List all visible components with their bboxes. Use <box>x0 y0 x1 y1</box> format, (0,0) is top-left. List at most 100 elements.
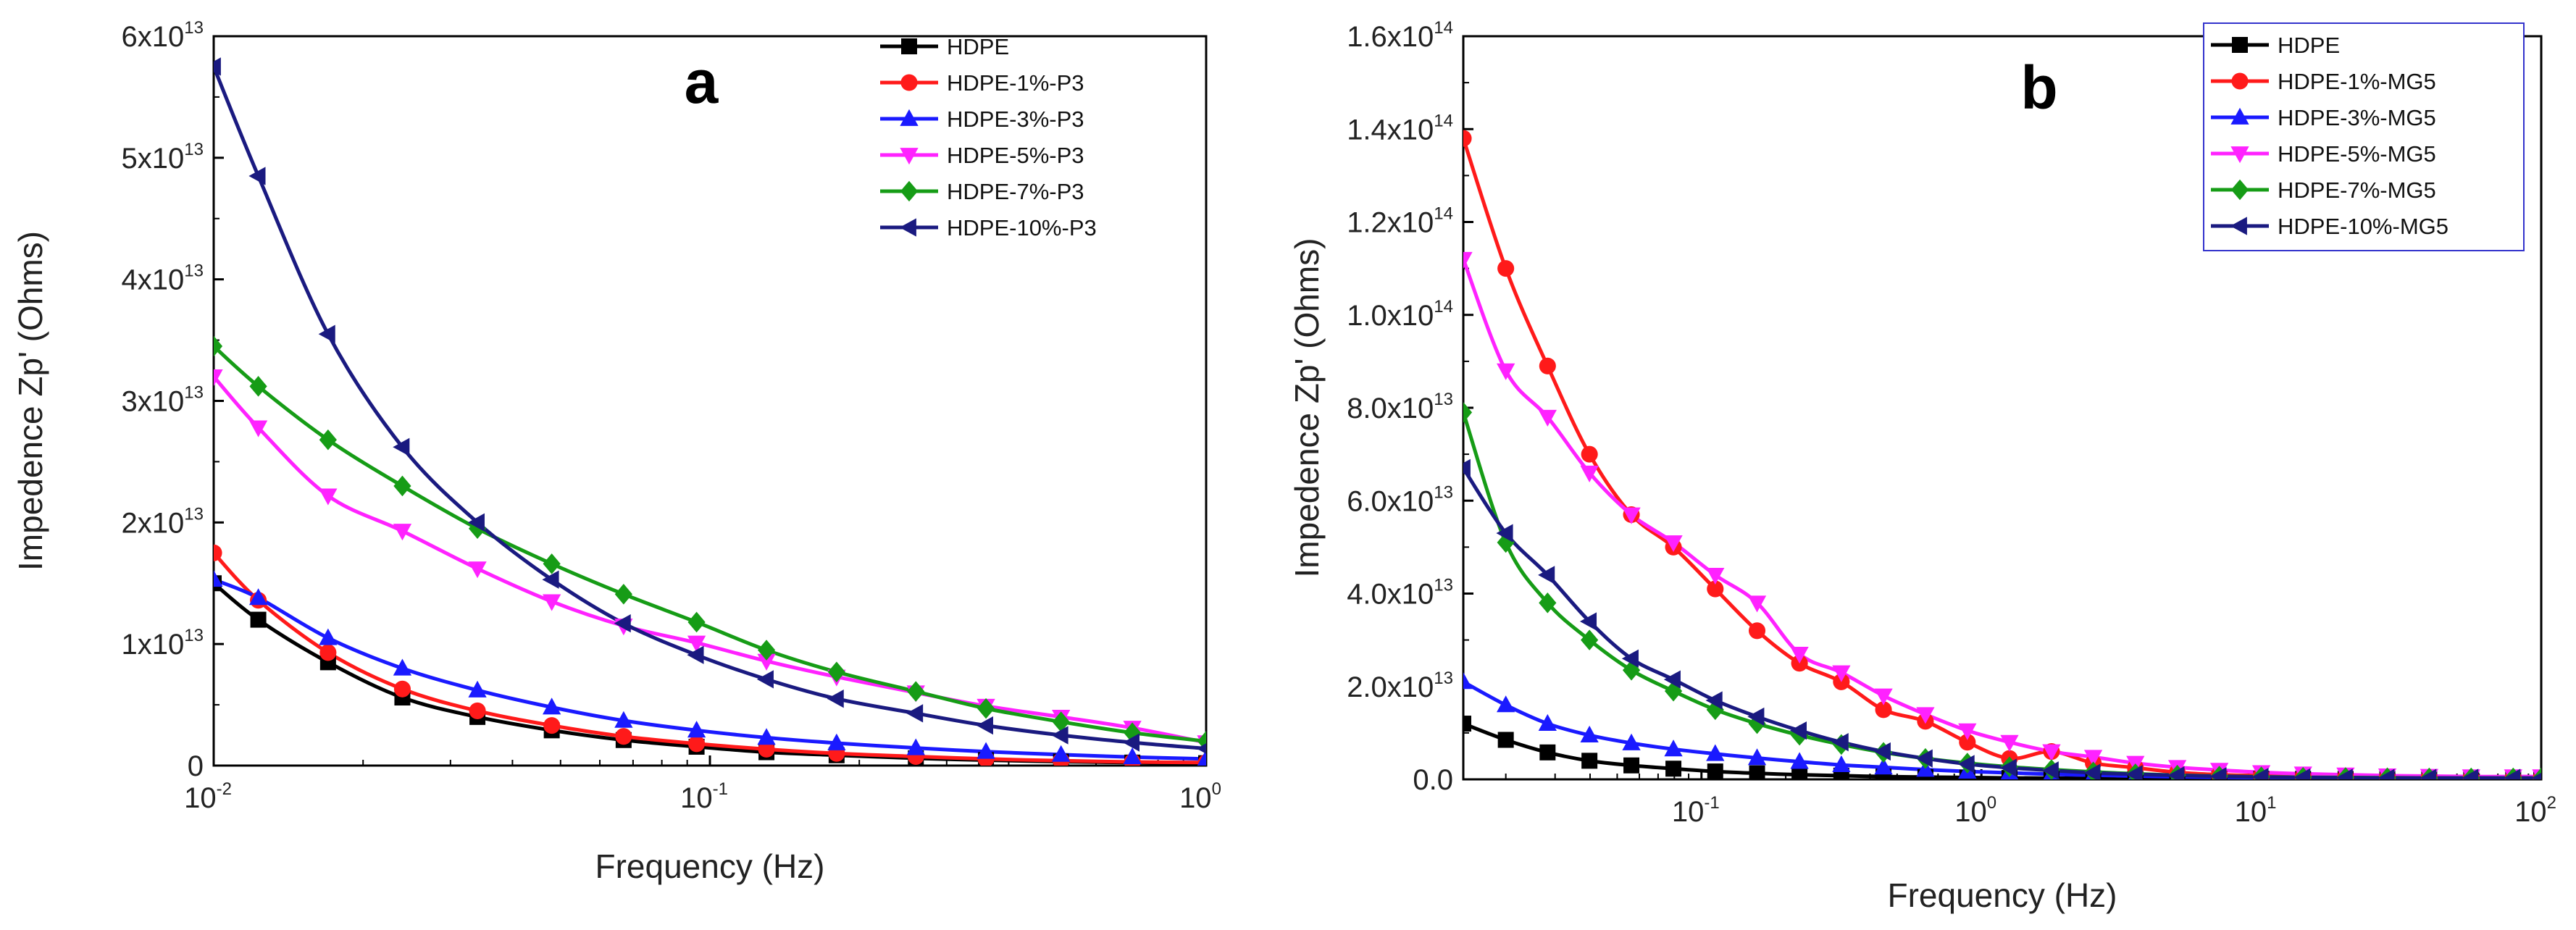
data-point <box>1538 713 1557 731</box>
data-point <box>1581 753 1598 769</box>
data-point <box>757 640 776 661</box>
data-point <box>1581 629 1599 650</box>
x-tick-label: 10-2 <box>184 779 232 814</box>
data-point <box>1999 758 2017 777</box>
data-point <box>1196 743 1206 754</box>
y-tick-label: 0.0 <box>1413 764 1453 796</box>
data-point <box>214 57 221 76</box>
data-point <box>977 742 995 759</box>
data-point <box>906 704 924 723</box>
y-tick-label: 3x1013 <box>122 383 204 418</box>
data-point <box>1539 592 1557 613</box>
legend-label: HDPE-10%-MG5 <box>2278 214 2449 239</box>
data-point <box>319 628 338 645</box>
series-points-HDPE-3%-P3 <box>214 570 1206 766</box>
chart-panel-a: 0 1x1013 2x1013 3x1013 4x1013 5x1013 6x1013 10-… <box>12 18 1221 885</box>
data-point <box>827 661 845 683</box>
data-point <box>1496 524 1513 542</box>
data-point <box>1122 733 1140 752</box>
data-point <box>1580 465 1599 482</box>
legend-marker <box>900 109 919 126</box>
y-tick-label: 2.0x1013 <box>1347 669 1453 703</box>
data-point <box>1463 672 1473 690</box>
data-point <box>1916 707 1935 724</box>
data-point <box>1959 734 1976 751</box>
data-point <box>1664 740 1683 757</box>
data-point <box>756 670 774 689</box>
data-point <box>393 524 412 541</box>
legend-label: HDPE-1%-MG5 <box>2278 69 2436 94</box>
data-point <box>976 716 993 735</box>
legend-marker <box>2230 107 2249 125</box>
y-tick-label: 1.0x1014 <box>1347 297 1453 332</box>
data-point <box>2083 763 2101 779</box>
legend-marker <box>2232 37 2248 53</box>
data-point <box>469 702 486 720</box>
data-point <box>1538 409 1557 427</box>
legend-label: HDPE-7%-P3 <box>947 179 1084 204</box>
x-axis-title: Frequency (Hz) <box>1888 876 2117 914</box>
series-line-HDPE-7%-MG5 <box>1463 411 2541 779</box>
series-points-HDPE-5%-P3 <box>214 369 1206 753</box>
data-point <box>2125 765 2143 779</box>
data-point <box>1832 665 1851 682</box>
data-point <box>827 690 844 708</box>
data-point <box>827 733 846 750</box>
y-tick-label: 1.4x1014 <box>1347 111 1453 146</box>
data-point <box>2420 768 2437 779</box>
data-point <box>1497 363 1515 380</box>
legend-label: HDPE <box>2278 33 2340 58</box>
data-point <box>1197 749 1206 766</box>
data-point <box>1789 721 1807 740</box>
y-axis-title: Impedence Zp' (Ohms) <box>12 231 49 571</box>
data-point <box>977 698 995 719</box>
data-point <box>1051 726 1069 745</box>
legend: HDPE HDPE-1%-MG5 HDPE-3%-MG5 HDPE-5%-MG5 HDP… <box>2203 22 2525 251</box>
data-point <box>2293 768 2311 779</box>
x-tick-label: 100 <box>1179 779 1221 814</box>
data-point <box>542 570 559 589</box>
x-axis-title: Frequency (Hz) <box>595 847 825 885</box>
data-point <box>1875 701 1892 719</box>
x-tick-label: 10-1 <box>680 779 728 814</box>
data-point <box>758 740 775 758</box>
legend-label: HDPE-10%-P3 <box>947 215 1097 240</box>
data-point <box>393 680 411 698</box>
legend-marker <box>901 38 917 54</box>
data-point <box>1052 745 1071 762</box>
data-point <box>1664 535 1683 553</box>
data-point <box>2378 768 2395 779</box>
data-point <box>757 653 776 671</box>
data-point <box>1915 749 1933 768</box>
data-point <box>1539 744 1556 761</box>
data-point <box>906 738 925 755</box>
data-point <box>2335 768 2353 779</box>
data-point <box>1463 130 1472 147</box>
data-point <box>1747 748 1767 766</box>
data-point <box>1791 766 1808 779</box>
legend-marker <box>900 74 918 91</box>
series-points-HDPE-10%-MG5 <box>1463 458 2541 779</box>
data-point <box>1790 646 1809 664</box>
data-point <box>1707 763 1723 779</box>
data-point <box>2462 768 2479 779</box>
data-point <box>1705 691 1723 710</box>
y-axis-title: Impedence Zp' (Ohms) <box>1288 238 1326 578</box>
y-tick-label: 5x1013 <box>122 140 204 175</box>
series-points-HDPE-7%-P3 <box>214 335 1206 752</box>
data-point <box>543 553 561 574</box>
y-tick-label: 4.0x1013 <box>1347 576 1453 611</box>
data-point <box>688 735 706 753</box>
data-point <box>2000 734 2019 752</box>
legend-label: HDPE-1%-P3 <box>947 70 1084 96</box>
legend-label: HDPE-5%-MG5 <box>2278 141 2436 167</box>
y-tick-label: 4x1013 <box>122 261 204 296</box>
data-point <box>2167 766 2185 779</box>
y-tick-label: 2x1013 <box>122 504 204 539</box>
data-point <box>1497 695 1515 713</box>
data-point <box>1497 260 1515 277</box>
data-point <box>907 681 925 702</box>
data-point <box>687 611 706 633</box>
data-point <box>467 513 485 532</box>
data-point <box>248 588 268 606</box>
